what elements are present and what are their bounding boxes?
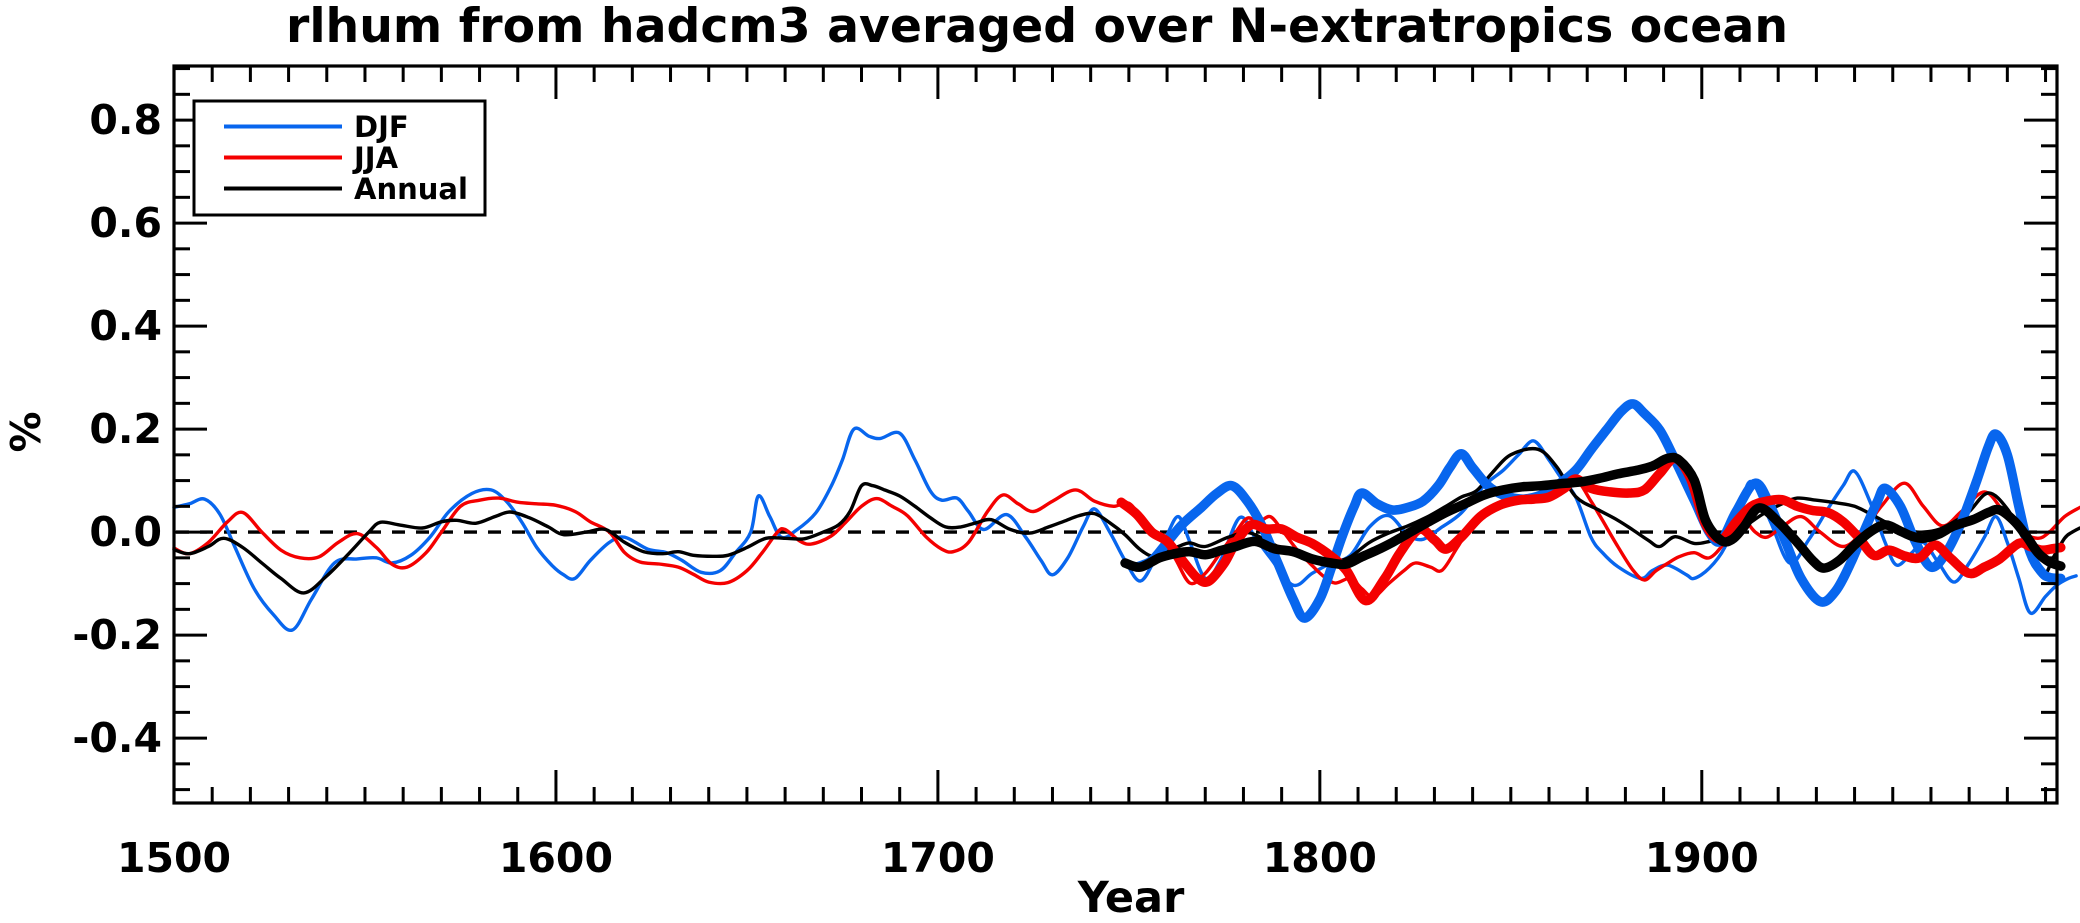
y-tick-label: 0.6 <box>89 199 162 247</box>
x-tick-label: 1500 <box>117 834 231 882</box>
y-axis-label: % <box>2 411 50 452</box>
x-tick-label: 1900 <box>1645 834 1759 882</box>
y-tick-label: 0.0 <box>89 508 162 556</box>
series-djf-thick <box>1131 399 2066 623</box>
legend-label-djf: DJF <box>354 110 409 144</box>
x-axis-label: Year <box>1077 873 1185 923</box>
y-tick-label: 0.4 <box>89 302 162 350</box>
plot-frame <box>172 64 2059 805</box>
series-jja-thick <box>1116 453 2066 606</box>
x-tick-label: 1800 <box>1263 834 1377 882</box>
legend-label-jja: JJA <box>352 141 399 175</box>
chart-title: rlhum from hadcm3 averaged over N-extrat… <box>286 0 1788 54</box>
series-annual-thin <box>172 446 2080 595</box>
y-tick-label: 0.2 <box>89 405 162 453</box>
y-tick-label: -0.2 <box>72 611 162 659</box>
x-tick-label: 1700 <box>881 834 995 882</box>
legend-label-annual: Annual <box>354 172 468 206</box>
series-annual-thick <box>1120 452 2066 573</box>
y-tick-label: 0.8 <box>89 96 162 144</box>
series-djf-thin <box>172 426 2078 633</box>
x-tick-label: 1600 <box>499 834 613 882</box>
y-tick-label: -0.4 <box>72 714 162 762</box>
